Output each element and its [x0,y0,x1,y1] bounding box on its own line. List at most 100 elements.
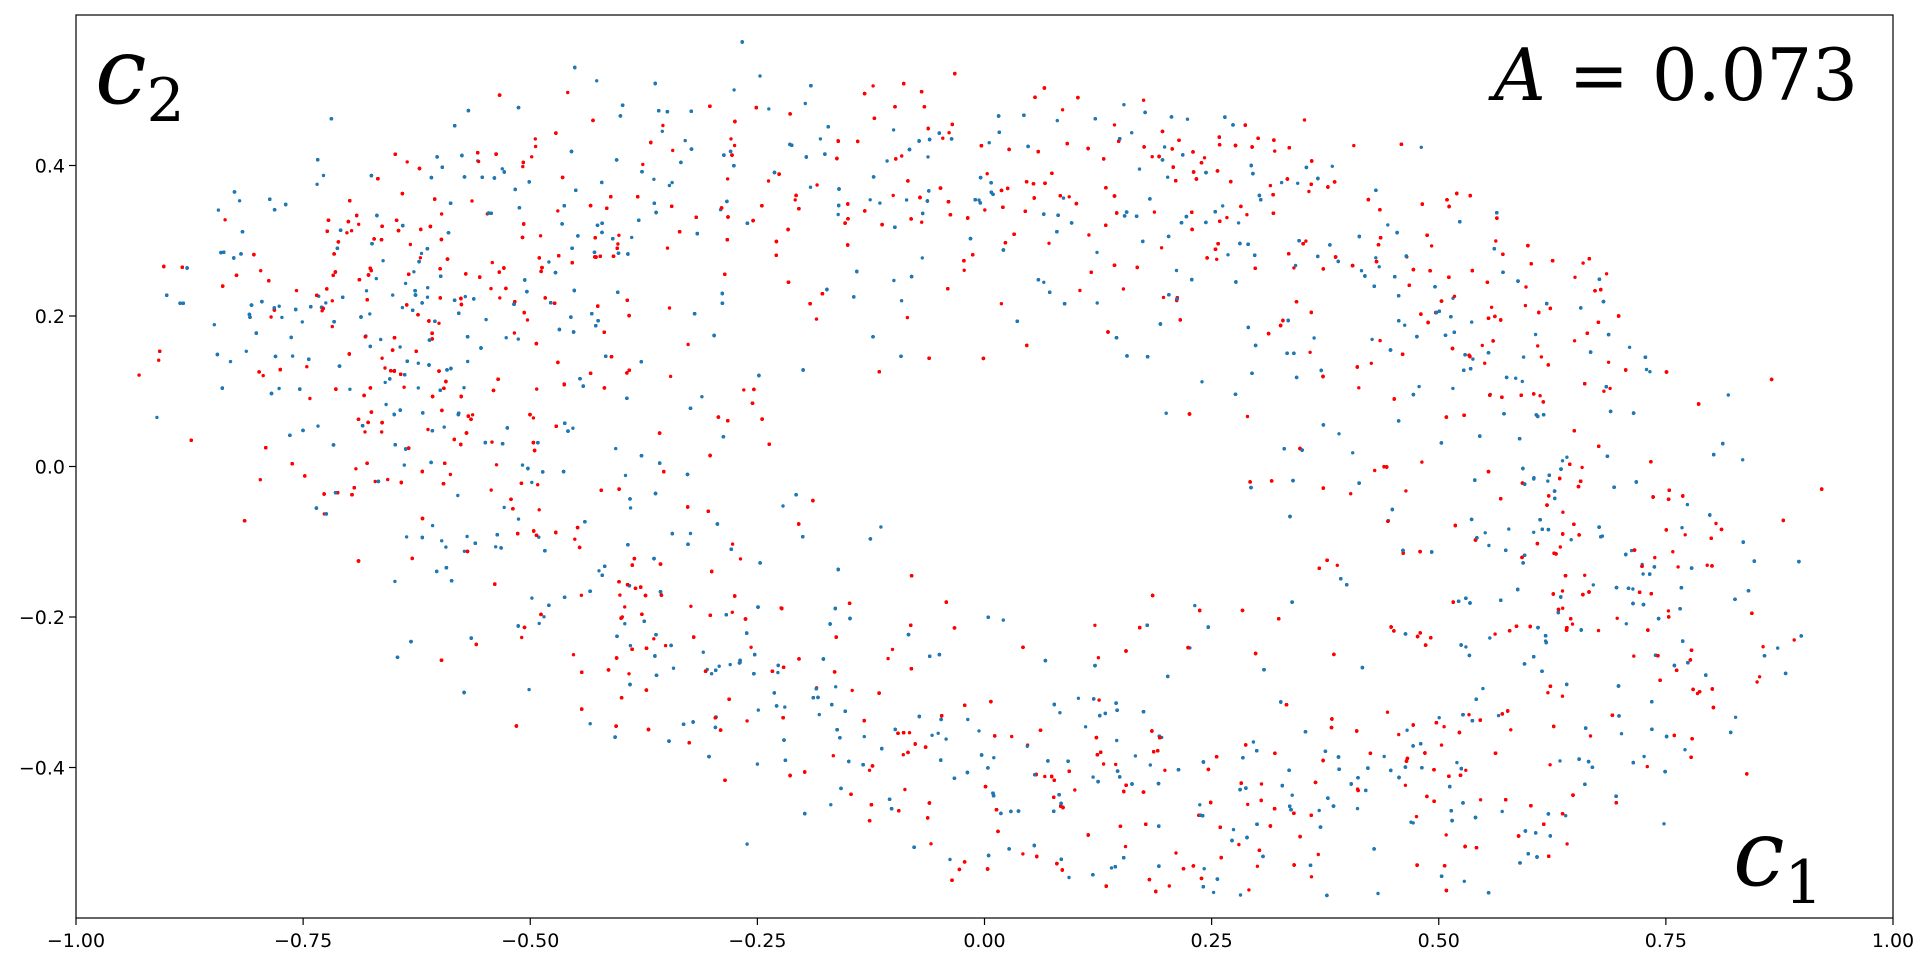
scatter-point [490,260,494,265]
scatter-point [1521,355,1526,359]
scatter-point [1352,143,1356,148]
scatter-point [1676,565,1680,569]
scatter-point [1279,180,1284,185]
scatter-point [1685,502,1690,507]
scatter-point [1123,844,1128,849]
scatter-point [516,517,521,521]
scatter-point [1247,888,1251,892]
scatter-point [321,173,326,178]
scatter-point [223,218,227,222]
scatter-point [947,131,951,135]
scatter-point [1382,754,1386,759]
scatter-point [324,301,328,305]
scatter-point [470,413,475,417]
scatter-point [616,242,620,246]
scatter-point [1162,145,1167,149]
scatter-point [1629,548,1634,553]
scatter-point [1524,285,1528,289]
scatter-point [1073,788,1077,792]
scatter-point [348,387,352,391]
scatter-point [1645,764,1650,769]
scatter-point [717,664,721,668]
scatter-point [732,143,737,148]
scatter-point [900,154,904,158]
scatter-point [962,268,966,272]
scatter-point [1148,763,1153,767]
scatter-point [1200,380,1204,384]
scatter-point [316,424,320,428]
scatter-point [665,246,670,250]
scatter-point [228,359,233,364]
scatter-point [1632,654,1636,658]
scatter-point [878,201,882,205]
scatter-point [269,315,273,319]
scatter-point [627,672,631,676]
scatter-point [709,672,714,676]
scatter-point [623,622,627,626]
scatter-point [700,395,704,399]
scatter-point [1558,759,1562,763]
scatter-point [660,129,664,133]
scatter-point [1429,244,1434,248]
scatter-point [1792,638,1796,642]
scatter-point [818,137,823,141]
scatter-point [412,270,416,274]
scatter-point [1507,527,1511,531]
scatter-point [1385,710,1390,714]
scatter-point [987,141,991,145]
scatter-point [1202,156,1207,160]
scatter-point [1307,189,1311,194]
scatter-point [1583,573,1587,577]
scatter-point [520,463,525,467]
scatter-point [384,402,388,407]
scatter-point [1308,350,1312,354]
scatter-point [1437,716,1441,720]
scatter-point [1532,530,1536,534]
scatter-point [755,762,760,766]
scatter-point [1417,384,1421,389]
scatter-point [745,842,749,846]
scatter-point [1733,715,1738,719]
scatter-point [661,123,665,128]
scatter-point [1095,250,1099,255]
scatter-point [891,128,896,132]
scatter-point [879,525,883,529]
scatter-point [1533,332,1538,337]
scatter-point [216,208,221,212]
scatter-point [393,579,397,584]
scatter-point [1403,783,1408,787]
scatter-point [701,650,705,654]
scatter-point [1414,814,1419,819]
scatter-point [416,386,420,390]
scatter-point [1112,123,1117,127]
scatter-point [494,463,499,467]
scatter-point [1043,774,1047,779]
scatter-point [901,753,905,757]
scatter-point [628,506,633,510]
scatter-point [1608,386,1612,391]
scatter-point [1666,609,1671,613]
scatter-point [1642,754,1646,759]
scatter-point [1726,393,1731,397]
scatter-point [315,182,319,186]
scatter-point [571,653,576,657]
scatter-point [1493,632,1497,636]
scatter-point [1091,775,1095,779]
scatter-point [1193,603,1197,608]
scatter-point [1211,890,1216,895]
scatter-point [261,373,265,378]
scatter-point [440,539,444,543]
scatter-point [1494,239,1498,243]
scatter-point [1606,360,1611,364]
scatter-point [985,172,989,176]
scatter-point [1444,833,1448,837]
scatter-point [363,430,367,434]
scatter-point [1067,195,1071,199]
scatter-point [1174,851,1178,855]
scatter-point [817,712,821,717]
scatter-point [1021,852,1025,856]
scatter-point [439,212,444,216]
scatter-point [831,754,835,758]
scatter-point [1546,479,1550,483]
scatter-point [1236,221,1241,225]
